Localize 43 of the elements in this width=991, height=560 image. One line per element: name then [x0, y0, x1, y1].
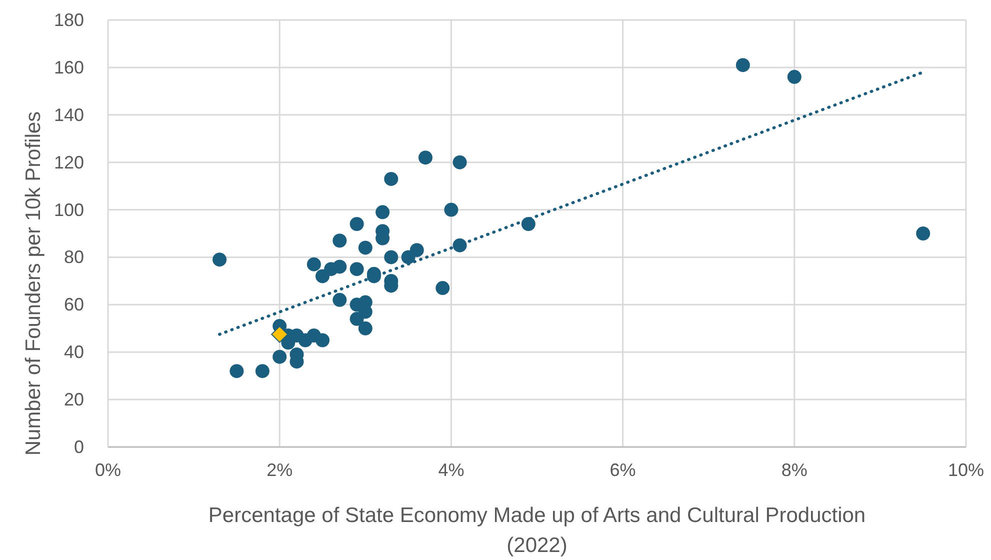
point — [212, 252, 227, 267]
x-axis-title: Percentage of State Economy Made up of Arts and Cultural Production (2022) — [208, 504, 866, 557]
point — [255, 364, 270, 378]
point — [230, 364, 244, 378]
y-tick-label: 120 — [54, 152, 84, 172]
point — [436, 281, 450, 296]
x-tick-label: 8% — [781, 460, 808, 480]
point — [350, 262, 364, 276]
point — [376, 205, 390, 220]
y-tick-label: 80 — [64, 247, 84, 268]
point — [358, 321, 372, 336]
point — [787, 70, 802, 84]
point — [452, 155, 467, 170]
y-tick-label: 100 — [54, 200, 84, 220]
point — [358, 240, 372, 255]
point — [736, 58, 750, 72]
y-tick-label: 180 — [54, 10, 84, 30]
point — [316, 333, 330, 348]
point — [332, 234, 347, 248]
point — [418, 150, 432, 165]
point — [916, 226, 930, 240]
x-tick-label: 6% — [610, 460, 636, 480]
y-tick-label: 60 — [64, 294, 84, 315]
point — [271, 326, 288, 343]
point — [410, 243, 424, 258]
point — [332, 292, 347, 307]
x-tick-label: 10% — [948, 460, 984, 480]
y-tick-label: 0 — [74, 437, 84, 457]
y-tick-label: 140 — [54, 104, 84, 125]
y-tick-label: 20 — [64, 390, 84, 410]
point — [384, 172, 398, 186]
point — [350, 217, 364, 232]
point — [306, 257, 321, 272]
point — [444, 202, 458, 217]
x-tick-label: 2% — [266, 460, 293, 480]
x-tick-label: 4% — [438, 460, 464, 480]
y-axis-title: Number of Founders per 10k Profiles — [22, 111, 45, 456]
point — [384, 250, 398, 264]
point — [272, 350, 287, 364]
point — [332, 260, 347, 274]
y-tick-label: 40 — [64, 342, 84, 362]
x-tick-label: 0% — [94, 460, 122, 480]
y-tick-label: 160 — [54, 57, 84, 78]
